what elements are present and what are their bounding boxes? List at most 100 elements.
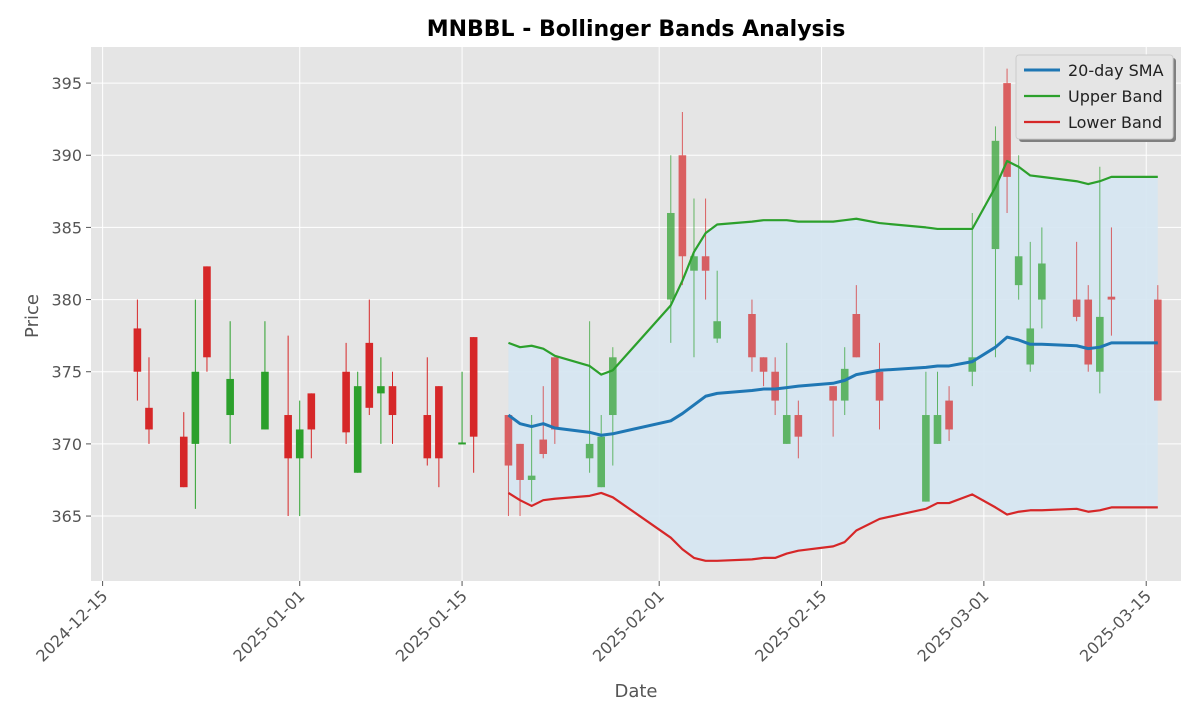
candle (295, 400, 304, 517)
candle-body (388, 386, 397, 416)
candle (1072, 241, 1081, 322)
candle-body (435, 386, 443, 459)
candle-body (1026, 328, 1035, 365)
candle (377, 357, 385, 444)
legend-label-sma: 20-day SMA (1068, 61, 1164, 80)
y-tick-label: 365 (51, 507, 82, 526)
candle-body (690, 256, 698, 271)
candle-body (342, 371, 350, 433)
candle-body (968, 357, 977, 372)
chart-title: MNBBL - Bollinger Bands Analysis (427, 17, 846, 42)
candle (191, 299, 200, 509)
candle-body (922, 415, 930, 502)
candle-body (701, 256, 710, 271)
candle-body (666, 212, 675, 300)
candle (1026, 241, 1035, 372)
candle (1096, 166, 1104, 394)
candle-body (678, 155, 687, 257)
candle-body (539, 439, 548, 454)
candle (759, 357, 768, 387)
legend: 20-day SMA Upper Band Lower Band (1015, 54, 1176, 142)
y-tick-label: 370 (51, 435, 82, 454)
candle-body (1038, 263, 1046, 300)
sma-line (507, 335, 1158, 437)
candle (1084, 285, 1093, 372)
candle (701, 198, 710, 300)
candle-body (307, 393, 316, 430)
candle (527, 415, 536, 502)
candle (945, 386, 953, 442)
candle (585, 321, 594, 473)
candle (829, 386, 837, 437)
candle-body (516, 443, 524, 480)
candle (133, 299, 142, 401)
candle (782, 342, 791, 444)
candle-body (1107, 296, 1116, 300)
candle (423, 357, 432, 466)
candle-body (748, 314, 756, 358)
candle (597, 415, 606, 488)
candle-body (1003, 83, 1011, 177)
candle-body (713, 321, 721, 339)
candle-body (945, 400, 953, 430)
candle-body (353, 386, 362, 473)
y-axis-ticks: 365 370 375 380 385 390 395 (51, 74, 91, 526)
candle-body (527, 475, 536, 480)
candle-body (261, 371, 269, 430)
candle (922, 371, 930, 502)
candle-body (597, 436, 606, 488)
candle-body (933, 415, 942, 444)
candle-body (840, 368, 849, 401)
candle (771, 357, 779, 416)
candle (678, 111, 687, 286)
candle (609, 347, 617, 466)
candle (145, 357, 153, 444)
x-axis-label: Date (614, 681, 657, 702)
candle (504, 415, 513, 517)
candle-body (179, 436, 188, 488)
candle-body (794, 415, 803, 437)
candle-body (609, 357, 617, 416)
candle (748, 299, 756, 372)
candle (1003, 68, 1011, 213)
candle-body (1154, 299, 1162, 401)
legend-label-lower: Lower Band (1068, 113, 1162, 132)
candle-body (203, 266, 211, 358)
candle (968, 212, 977, 387)
y-tick-label: 385 (51, 218, 82, 237)
candle-body (284, 415, 292, 459)
y-tick-label: 375 (51, 363, 82, 382)
candle-body (469, 337, 478, 437)
candle-body (991, 140, 1000, 250)
candlestick-layer (133, 68, 1162, 517)
legend-box (1015, 54, 1174, 140)
legend-label-upper: Upper Band (1068, 87, 1163, 106)
candle-body (145, 407, 153, 430)
candle (261, 321, 269, 430)
candle-body (1014, 256, 1023, 286)
candle (991, 126, 1000, 358)
candle (458, 371, 466, 445)
candle (342, 342, 350, 444)
candle-body (191, 371, 200, 444)
candle-body (377, 386, 385, 394)
candle-body (1084, 299, 1093, 365)
candle-body (852, 314, 861, 358)
candle (1014, 155, 1023, 300)
candle (516, 443, 524, 517)
candle (666, 155, 675, 343)
candle-body (585, 443, 594, 459)
lower-line (507, 491, 1158, 562)
candle (1107, 227, 1116, 336)
candle (353, 371, 362, 473)
candle (875, 342, 884, 430)
candle (713, 270, 721, 343)
y-tick-label: 390 (51, 146, 82, 165)
y-tick-label: 395 (51, 74, 82, 93)
candle (435, 386, 443, 488)
candle (226, 321, 234, 444)
candle (203, 266, 211, 372)
candle (852, 285, 861, 358)
candle (794, 400, 803, 459)
